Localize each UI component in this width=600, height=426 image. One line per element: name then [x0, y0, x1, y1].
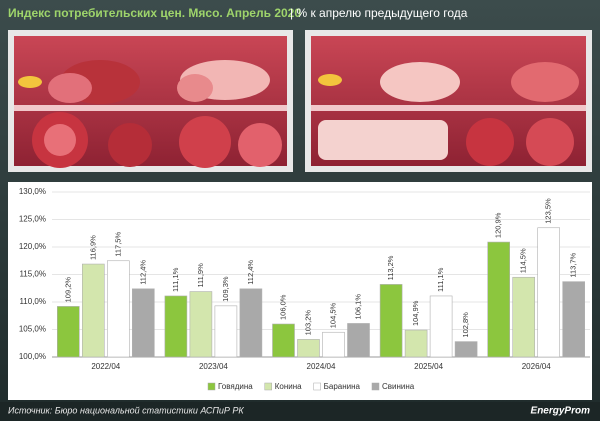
bar: [297, 339, 320, 358]
bar: [82, 263, 105, 358]
y-tick-label: 120,0%: [19, 242, 46, 251]
value-label: 103,2%: [303, 310, 312, 336]
value-label: 117,5%: [113, 232, 122, 257]
legend-swatch: [371, 382, 380, 391]
bar: [454, 341, 478, 358]
value-label: 112,4%: [138, 260, 147, 285]
legend-swatch: [313, 382, 321, 391]
bar: [132, 288, 155, 358]
value-label: 109,2%: [63, 277, 72, 303]
legend-label: Конина: [275, 382, 302, 391]
bar: [562, 281, 586, 358]
value-label: 113,2%: [386, 255, 395, 280]
bar: [379, 284, 403, 358]
y-tick-label: 115,0%: [19, 270, 46, 279]
chart-subtitle: | % к апрелю предыдущего года: [290, 6, 468, 20]
bar: [429, 295, 453, 358]
x-tick-label: 2024/04: [307, 362, 336, 371]
bar: [347, 323, 370, 358]
legend-swatch: [264, 382, 272, 391]
x-tick-label: 2026/04: [522, 362, 551, 371]
value-label: 120,9%: [494, 212, 503, 238]
bar: [164, 295, 188, 358]
value-label: 114,5%: [519, 248, 528, 273]
bar: [487, 241, 511, 358]
y-tick-label: 125,0%: [19, 215, 46, 224]
legend-swatch: [207, 382, 216, 391]
value-label: 104,9%: [411, 300, 420, 326]
brand: EnergyProm: [531, 406, 591, 417]
value-label: 113,7%: [569, 252, 578, 277]
value-label: 109,3%: [221, 276, 230, 302]
chart-title: Индекс потребительских цен. Мясо. Апрель…: [8, 6, 301, 20]
illustration-left: [8, 30, 293, 172]
value-label: 111,1%: [436, 267, 445, 292]
footer: [0, 402, 600, 421]
bar: [404, 329, 428, 358]
x-tick-label: 2025/04: [414, 362, 443, 371]
legend-label: Говядина: [218, 382, 253, 391]
value-label: 123,5%: [544, 198, 553, 224]
bar: [56, 306, 80, 358]
bar: [107, 260, 130, 358]
y-tick-label: 110,0%: [19, 297, 46, 306]
source: Источник: Бюро национальной статистики А…: [8, 405, 244, 415]
bar: [272, 323, 295, 358]
legend-label: Баранина: [324, 382, 361, 391]
value-label: 116,9%: [88, 235, 97, 260]
bar: [189, 291, 213, 358]
bar: [537, 227, 561, 358]
bar: [322, 331, 345, 358]
y-tick-label: 105,0%: [19, 325, 46, 334]
value-label: 111,1%: [171, 267, 180, 292]
illustration-right: [305, 30, 592, 172]
value-label: 102,8%: [461, 312, 470, 338]
y-tick-label: 130,0%: [19, 187, 46, 196]
value-label: 111,9%: [196, 263, 205, 288]
bar: [239, 288, 263, 358]
value-label: 112,4%: [246, 260, 255, 285]
x-tick-label: 2023/04: [199, 362, 228, 371]
bar: [214, 305, 238, 358]
legend-label: Свинина: [382, 382, 415, 391]
value-label: 106,0%: [278, 294, 287, 320]
x-tick-label: 2022/04: [91, 362, 120, 371]
value-label: 106,1%: [353, 294, 362, 320]
value-label: 104,5%: [328, 302, 337, 328]
bar: [512, 276, 536, 358]
y-tick-label: 100,0%: [19, 352, 46, 361]
